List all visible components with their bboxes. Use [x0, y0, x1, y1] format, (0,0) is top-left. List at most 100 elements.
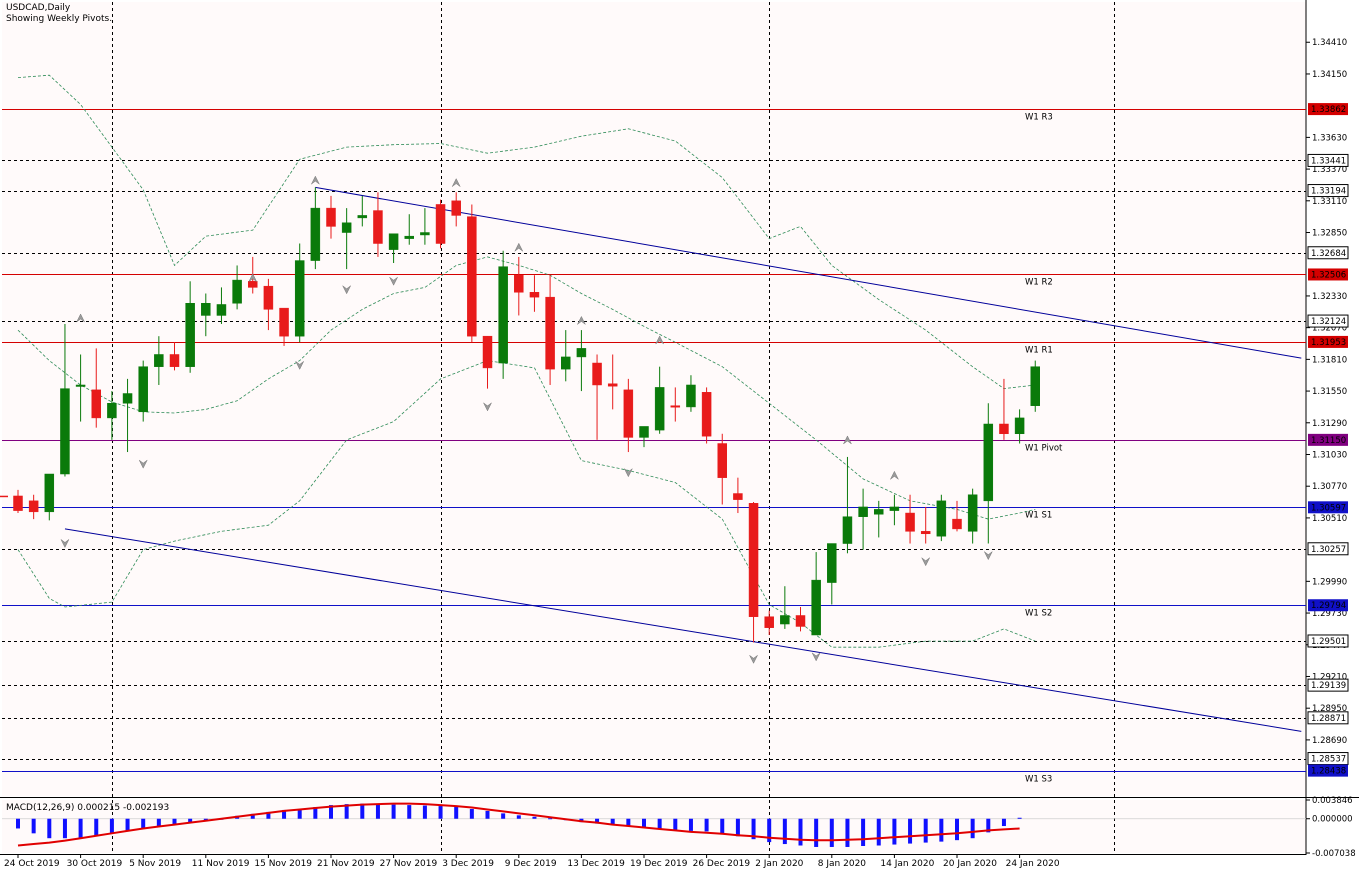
candle-body[interactable] [576, 348, 587, 358]
candle-body[interactable] [858, 506, 868, 517]
candle-body[interactable] [294, 260, 305, 337]
candle-body[interactable] [827, 543, 837, 583]
candle-body[interactable] [232, 279, 242, 304]
candle-body[interactable] [889, 506, 900, 511]
candle-body[interactable] [216, 304, 227, 316]
candle-body[interactable] [404, 235, 414, 239]
candle-body[interactable] [764, 616, 774, 628]
candle-body[interactable] [983, 423, 994, 502]
candle-body[interactable] [169, 354, 180, 367]
macd-histogram-bar [501, 813, 506, 819]
fractal-down-arrow [295, 361, 304, 370]
candle-body[interactable] [654, 387, 665, 431]
candle-body[interactable] [248, 281, 258, 288]
x-tick-label: 21 Nov 2019 [317, 859, 375, 869]
candle-body[interactable] [670, 405, 681, 408]
candle-body[interactable] [482, 335, 493, 369]
y-tick-label: 1.28950 [1312, 704, 1347, 714]
candle-body[interactable] [592, 362, 602, 386]
x-tick-label: 30 Oct 2019 [67, 859, 123, 869]
fractal-up-arrow [451, 178, 461, 187]
macd-histogram-bar [375, 804, 380, 819]
candle-body[interactable] [733, 493, 743, 500]
candle-body[interactable] [44, 473, 55, 513]
candle-body[interactable] [701, 392, 712, 437]
candle-body[interactable] [451, 200, 461, 216]
candle-body[interactable] [936, 500, 947, 537]
candle-body[interactable] [75, 384, 86, 387]
candle-body[interactable] [686, 384, 696, 408]
candle-body[interactable] [279, 307, 289, 337]
candle-body[interactable] [420, 232, 430, 236]
fractal-down-arrow [811, 652, 821, 662]
pivot-value-label: 1.31953 [1311, 338, 1346, 348]
candle-body[interactable] [1030, 366, 1040, 406]
candle-body[interactable] [60, 388, 70, 475]
candle-body[interactable] [28, 500, 39, 513]
candle-body[interactable] [357, 215, 368, 219]
candle-body[interactable] [717, 443, 727, 478]
candle-body[interactable] [545, 296, 555, 370]
candle-body[interactable] [874, 509, 884, 515]
candle-body[interactable] [138, 366, 148, 413]
candle-body[interactable] [952, 518, 962, 530]
pivot-value-label: 1.31150 [1311, 436, 1346, 446]
candle-body[interactable] [607, 383, 618, 387]
candle-body[interactable] [920, 531, 931, 535]
candle-body[interactable] [263, 285, 274, 310]
y-tick-label: 1.28690 [1312, 736, 1347, 746]
candle-body[interactable] [388, 233, 399, 250]
candle-body[interactable] [185, 303, 195, 367]
candle-body[interactable] [326, 207, 336, 227]
y-tick-label: 1.29730 [1312, 609, 1347, 619]
y-tick-label: 1.30510 [1312, 514, 1347, 524]
candle-body[interactable] [780, 615, 790, 625]
candle-body[interactable] [811, 579, 821, 636]
candle-body[interactable] [154, 354, 164, 367]
fractal-up-arrow [76, 313, 85, 323]
y-tick-label: 1.30770 [1312, 482, 1347, 492]
candle-body[interactable] [435, 204, 446, 244]
candle-body[interactable] [498, 266, 508, 364]
fractal-up-arrow [655, 335, 664, 345]
candle-body[interactable] [561, 356, 571, 370]
candle-body[interactable] [999, 423, 1009, 435]
price-level-label: 1.32124 [1311, 317, 1346, 327]
candle-body[interactable] [107, 403, 117, 419]
candle-body[interactable] [795, 615, 806, 627]
candle-body[interactable] [373, 210, 383, 244]
fractal-up-arrow [843, 435, 852, 445]
x-tick-label: 2 Jan 2020 [755, 859, 803, 869]
macd-histogram-bar [282, 809, 287, 819]
candle-body[interactable] [748, 503, 759, 617]
price-level-label: 1.33194 [1311, 187, 1346, 197]
candle-body[interactable] [639, 426, 649, 438]
macd-histogram-bar [782, 818, 787, 845]
macd-histogram-bar [845, 818, 850, 847]
candle-body[interactable] [514, 274, 524, 293]
macd-histogram-bar [955, 818, 959, 841]
candle-body[interactable] [529, 292, 540, 298]
x-tick-label: 5 Nov 2019 [129, 859, 181, 869]
x-tick-label: 24 Jan 2020 [1006, 859, 1060, 869]
candle-body[interactable] [310, 207, 321, 261]
candle-body[interactable] [967, 494, 978, 532]
candle-body[interactable] [842, 516, 853, 544]
candle-body[interactable] [122, 393, 133, 404]
candle-body[interactable] [13, 495, 23, 511]
candle-body[interactable] [1014, 417, 1025, 435]
price-level-label: 1.29139 [1311, 681, 1346, 691]
candle-body[interactable] [623, 389, 634, 438]
macd-histogram-bar [939, 818, 944, 842]
candle-body[interactable] [91, 389, 101, 419]
candle-body[interactable] [341, 222, 352, 233]
candle-body[interactable] [905, 512, 915, 532]
candle-body[interactable] [467, 216, 477, 337]
pivots-info-label: Showing Weekly Pivots. [6, 14, 113, 24]
macd-tick-label: -0.007038 [1312, 849, 1356, 859]
macd-histogram-bar [438, 806, 443, 819]
y-tick-label: 1.32850 [1312, 229, 1347, 239]
candle-body[interactable] [201, 303, 211, 316]
macd-histogram-bar [767, 818, 772, 843]
